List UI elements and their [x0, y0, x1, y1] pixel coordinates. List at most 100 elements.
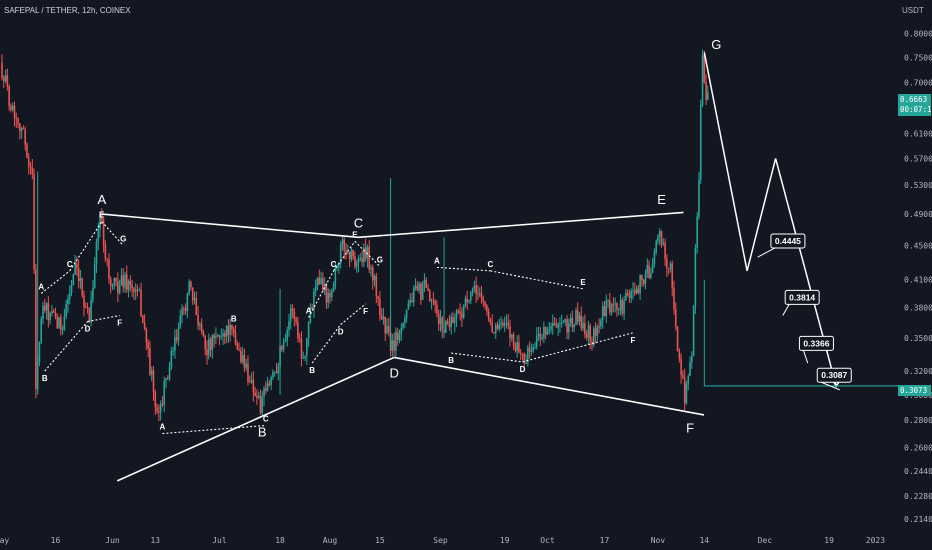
candle-body	[685, 383, 688, 404]
candle-body	[610, 304, 613, 313]
candle-body	[250, 379, 253, 382]
candle-body	[694, 247, 697, 306]
trendline	[116, 356, 395, 482]
price-tick-label: 0.4900	[904, 210, 932, 219]
candle-body	[256, 395, 258, 398]
target-callout-value: 0.3087	[821, 370, 847, 380]
candle-body	[377, 296, 379, 299]
candle-body	[67, 298, 69, 305]
candle-body	[612, 304, 615, 306]
candle-body	[316, 277, 319, 287]
candle-body	[200, 324, 203, 332]
candle-body	[19, 123, 21, 131]
candle-body	[254, 392, 256, 396]
sub-wave-label: B	[448, 356, 454, 365]
macro-wave-label: E	[657, 192, 666, 207]
time-tick-label: 17	[600, 536, 610, 545]
candle-body	[553, 322, 556, 326]
candle-body	[60, 317, 62, 330]
candle-body	[181, 308, 183, 316]
candle-body	[676, 326, 679, 351]
target-callout-value: 0.3366	[803, 338, 829, 348]
price-tick-label: 0.2600	[904, 443, 932, 452]
candle-body	[143, 322, 146, 330]
candle-body	[218, 335, 221, 337]
time-tick-label: Sep	[433, 536, 448, 545]
candle-body	[133, 288, 135, 292]
candle-body	[51, 311, 53, 314]
candle-body	[104, 244, 107, 259]
price-tick-label: 0.5700	[904, 154, 932, 163]
candle-body	[699, 105, 702, 180]
candle-body	[682, 374, 684, 378]
sub-wave-label: G	[120, 234, 126, 243]
target-callout-value: 0.3814	[789, 292, 815, 302]
candle-body	[184, 308, 187, 312]
candle-body	[92, 287, 94, 300]
candle-body	[227, 325, 230, 335]
price-tick-label: 0.4500	[904, 241, 932, 250]
candle-body	[191, 287, 194, 301]
candle-body	[183, 308, 185, 310]
candle-body	[580, 315, 583, 329]
candle-body	[88, 308, 91, 322]
candle-body	[33, 174, 35, 270]
candle-body	[106, 258, 108, 260]
candle-body	[414, 286, 417, 289]
candle-body	[38, 342, 41, 363]
candle-body	[150, 370, 153, 375]
candle-body	[628, 294, 631, 299]
candle-body	[587, 325, 590, 338]
candle-body	[348, 251, 351, 260]
candle-body	[592, 328, 595, 345]
candle-body	[505, 322, 508, 324]
candle-body	[632, 290, 634, 292]
candle-body	[416, 286, 419, 291]
candle-body	[564, 318, 567, 323]
sub-wave-label: C	[67, 260, 73, 269]
pattern-lines-layer	[40, 52, 898, 482]
candle-body	[306, 338, 308, 356]
candle-body	[642, 280, 645, 284]
candle-body	[166, 378, 169, 379]
candle-body	[534, 346, 536, 348]
candle-body	[493, 332, 495, 333]
candle-body	[207, 339, 210, 356]
candle-body	[671, 263, 674, 288]
candle-body	[393, 340, 395, 351]
candle-body	[445, 321, 447, 333]
candle-body	[68, 292, 71, 299]
candle-body	[120, 275, 123, 286]
sub-wave-label: B	[42, 374, 48, 383]
candle-body	[691, 356, 693, 363]
candle-body	[56, 316, 59, 329]
candle-body	[222, 333, 224, 337]
candle-body	[259, 395, 262, 413]
candle-body	[74, 263, 76, 275]
candle-body	[336, 267, 338, 269]
price-tick-label: 0.8000	[904, 30, 932, 39]
candle-body	[630, 290, 633, 299]
candle-body	[603, 306, 606, 317]
candle-body	[575, 310, 577, 326]
sub-wave-label: G	[377, 255, 383, 264]
candle-body	[125, 274, 128, 290]
candle-body	[115, 277, 117, 282]
projection-line	[703, 52, 748, 272]
candle-body	[156, 407, 158, 412]
candle-body	[523, 353, 526, 364]
candle-body	[464, 298, 467, 307]
candle-body	[502, 322, 504, 326]
time-axis-layer: May 16 Jun 13 Jul 18 Aug 15 Sep 19 Oct 17 Nov 14 Dec 19…	[0, 536, 885, 545]
candle-body	[703, 55, 706, 83]
price-tick-label: 0.4100	[904, 276, 932, 285]
candle-body	[609, 300, 611, 313]
candle-body	[129, 281, 132, 286]
candle-body	[40, 318, 43, 343]
sub-pattern-line	[311, 324, 342, 364]
candle-body	[93, 263, 96, 288]
candle-body	[500, 322, 502, 325]
candle-body	[585, 334, 588, 338]
sub-pattern-line	[354, 240, 381, 267]
